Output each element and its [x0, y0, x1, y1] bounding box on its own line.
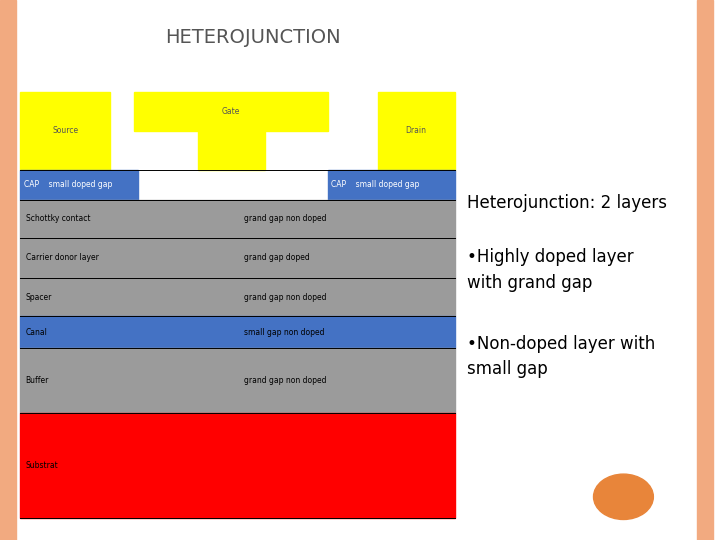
Bar: [198, 131, 265, 170]
Text: small gap non doped: small gap non doped: [244, 328, 325, 336]
Text: Substrat: Substrat: [26, 461, 58, 470]
Text: CAP    small doped gap: CAP small doped gap: [331, 180, 420, 190]
Bar: [20, 413, 454, 518]
Text: Heterojunction: 2 layers: Heterojunction: 2 layers: [467, 193, 667, 212]
Text: •Non-doped layer with
small gap: •Non-doped layer with small gap: [467, 335, 655, 378]
Text: grand gap non doped: grand gap non doped: [244, 293, 327, 301]
Bar: [20, 238, 454, 278]
Bar: [20, 316, 454, 348]
Bar: [0, 0, 16, 540]
Text: Schottky contact: Schottky contact: [26, 214, 90, 223]
Text: Carrier donor layer: Carrier donor layer: [26, 253, 99, 262]
Bar: [697, 0, 713, 540]
Text: Spacer: Spacer: [26, 293, 52, 301]
Text: Buffer: Buffer: [26, 376, 49, 385]
Circle shape: [593, 474, 653, 519]
Text: grand gap non doped: grand gap non doped: [244, 376, 327, 385]
Text: grand gap non doped: grand gap non doped: [244, 214, 327, 223]
Text: Drain: Drain: [405, 126, 427, 136]
Text: Canal: Canal: [26, 328, 48, 336]
Bar: [20, 170, 138, 200]
Text: Gate: Gate: [222, 107, 240, 116]
Bar: [20, 200, 454, 238]
Text: HETEROJUNCTION: HETEROJUNCTION: [165, 28, 341, 48]
Bar: [377, 92, 454, 170]
Bar: [20, 278, 454, 316]
Text: grand gap doped: grand gap doped: [244, 253, 310, 262]
Bar: [20, 348, 454, 413]
Bar: [328, 170, 454, 200]
Bar: [20, 92, 110, 170]
Text: CAP    small doped gap: CAP small doped gap: [24, 180, 112, 190]
Text: •Highly doped layer
with grand gap: •Highly doped layer with grand gap: [467, 248, 634, 292]
Text: Source: Source: [52, 126, 78, 136]
Bar: [134, 92, 328, 131]
